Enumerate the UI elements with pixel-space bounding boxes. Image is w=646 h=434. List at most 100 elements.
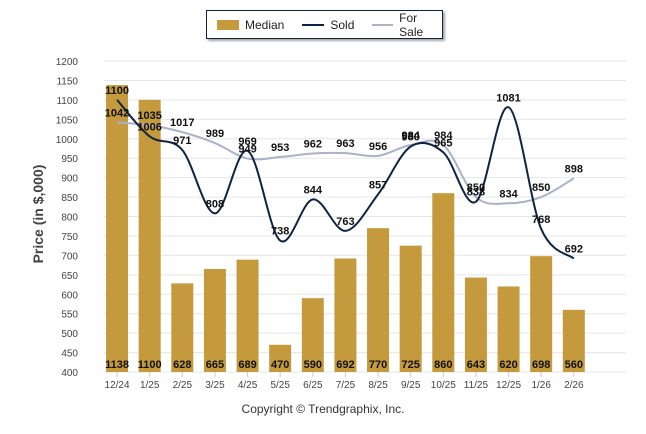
median-bars bbox=[106, 85, 585, 372]
median-bar bbox=[138, 99, 161, 372]
y-axis-ticks: 400 450 500 550 600 650 700 750 800 850 900 950 1000… bbox=[56, 57, 79, 379]
y-tick-label: 850 bbox=[61, 193, 78, 204]
median-bar bbox=[432, 193, 455, 372]
for-sale-point-label: 850 bbox=[532, 182, 550, 194]
sold-point-label: 692 bbox=[565, 243, 583, 255]
median-bar-label: 1138 bbox=[105, 359, 129, 371]
sold-point-label: 738 bbox=[271, 226, 289, 238]
x-tick-label: 12/25 bbox=[496, 380, 521, 391]
median-bar-label: 590 bbox=[304, 359, 322, 371]
sold-point-label: 844 bbox=[304, 184, 323, 196]
legend-item-sold[interactable]: Sold bbox=[294, 18, 354, 32]
y-axis-label: Price (in $,000) bbox=[30, 165, 46, 264]
y-tick-label: 1100 bbox=[56, 96, 78, 107]
y-tick-label: 400 bbox=[61, 368, 78, 379]
x-tick-label: 7/25 bbox=[336, 380, 356, 391]
for-sale-point-label: 949 bbox=[238, 144, 256, 156]
x-tick-label: 1/25 bbox=[140, 380, 160, 391]
y-tick-label: 1150 bbox=[56, 76, 78, 87]
median-bar bbox=[171, 283, 194, 372]
sold-point-label: 980 bbox=[401, 132, 419, 144]
y-tick-label: 600 bbox=[61, 290, 78, 301]
legend-item-median[interactable]: Median bbox=[217, 18, 284, 32]
sold-point-label: 971 bbox=[173, 135, 191, 147]
legend-label-median: Median bbox=[245, 17, 285, 32]
legend-item-for-sale[interactable]: For Sale bbox=[364, 11, 442, 39]
x-tick-label: 11/25 bbox=[464, 380, 489, 391]
legend: Median Sold For Sale bbox=[206, 10, 443, 39]
x-tick-label: 10/25 bbox=[431, 380, 456, 391]
y-tick-label: 1200 bbox=[56, 57, 79, 68]
for-sale-point-label: 834 bbox=[499, 188, 518, 200]
median-bar bbox=[203, 268, 226, 372]
sold-point-label: 1100 bbox=[105, 85, 129, 97]
median-bar-label: 665 bbox=[206, 359, 224, 371]
sold-point-label: 808 bbox=[206, 198, 224, 210]
for-sale-point-label: 850 bbox=[467, 182, 485, 194]
for-sale-point-label: 962 bbox=[304, 139, 322, 151]
x-tick-label: 4/25 bbox=[238, 380, 258, 391]
for-sale-point-label: 984 bbox=[401, 130, 420, 142]
median-bar-label: 692 bbox=[336, 359, 354, 371]
x-tick-label: 6/25 bbox=[303, 380, 323, 391]
median-bar-labels: 1138 1100 628 665 689 470 590 692 770 725 860 643 62… bbox=[105, 359, 583, 371]
for-sale-point-label: 1035 bbox=[137, 110, 161, 122]
for-sale-point-label: 984 bbox=[434, 130, 453, 142]
for-sale-point-label: 989 bbox=[206, 128, 224, 140]
sold-point-label: 768 bbox=[532, 214, 550, 226]
x-tick-label: 2/25 bbox=[173, 380, 193, 391]
x-tick-label: 8/25 bbox=[368, 380, 388, 391]
sold-point-label: 838 bbox=[467, 187, 485, 199]
median-bar bbox=[301, 298, 324, 372]
x-tick-label: 12/24 bbox=[105, 380, 130, 391]
median-bar-label: 689 bbox=[238, 359, 256, 371]
for-sale-point-label: 963 bbox=[336, 138, 354, 150]
median-bar bbox=[334, 258, 357, 372]
y-tick-label: 1050 bbox=[56, 115, 79, 126]
y-tick-label: 700 bbox=[61, 251, 78, 262]
x-tick-label: 3/25 bbox=[205, 380, 225, 391]
median-bar bbox=[236, 259, 259, 372]
for-sale-point-label: 956 bbox=[369, 141, 387, 153]
x-tick-label: 5/25 bbox=[270, 380, 290, 391]
median-bar-label: 725 bbox=[401, 359, 419, 371]
x-axis-ticks: 12/24 1/25 2/25 3/25 4/25 5/25 6/25 7/25 8/25 9/2… bbox=[105, 372, 584, 391]
sold-point-label: 763 bbox=[336, 216, 354, 228]
sold-point-label: 969 bbox=[238, 136, 256, 148]
y-tick-label: 550 bbox=[61, 310, 78, 321]
x-tick-label: 1/26 bbox=[531, 380, 551, 391]
median-bar bbox=[562, 309, 585, 372]
median-bar-label: 620 bbox=[499, 359, 517, 371]
median-bar bbox=[399, 245, 422, 372]
copyright-footer: Copyright © Trendgraphix, Inc. bbox=[241, 402, 405, 416]
median-bar-label: 643 bbox=[467, 359, 485, 371]
gridlines bbox=[104, 60, 626, 373]
median-bar-label: 1100 bbox=[138, 359, 162, 371]
for-sale-swatch bbox=[372, 23, 394, 26]
legend-label-for-sale: For Sale bbox=[399, 10, 424, 39]
legend-label-sold: Sold bbox=[330, 17, 355, 32]
sold-point-label: 857 bbox=[369, 179, 387, 191]
sold-point-label: 1081 bbox=[496, 92, 520, 104]
median-swatch bbox=[217, 19, 239, 30]
x-tick-label: 9/25 bbox=[401, 380, 421, 391]
x-tick-label: 2/26 bbox=[564, 380, 584, 391]
median-bar-label: 628 bbox=[173, 359, 191, 371]
median-bar-label: 860 bbox=[434, 359, 452, 371]
sold-point-label: 965 bbox=[434, 137, 452, 149]
y-tick-label: 800 bbox=[61, 213, 78, 224]
for-sale-point-label: 1042 bbox=[105, 107, 129, 119]
y-tick-label: 950 bbox=[61, 154, 78, 165]
median-bar bbox=[367, 228, 390, 372]
median-bar-label: 770 bbox=[369, 359, 387, 371]
for-sale-point-label: 1017 bbox=[170, 117, 194, 129]
for-sale-line bbox=[116, 121, 575, 205]
sold-point-label: 1006 bbox=[137, 121, 161, 133]
y-tick-label: 750 bbox=[61, 232, 78, 243]
median-bar bbox=[269, 344, 292, 372]
y-tick-label: 650 bbox=[61, 271, 78, 282]
y-tick-label: 450 bbox=[61, 349, 78, 360]
sold-swatch bbox=[302, 23, 325, 26]
y-tick-label: 900 bbox=[61, 174, 78, 185]
